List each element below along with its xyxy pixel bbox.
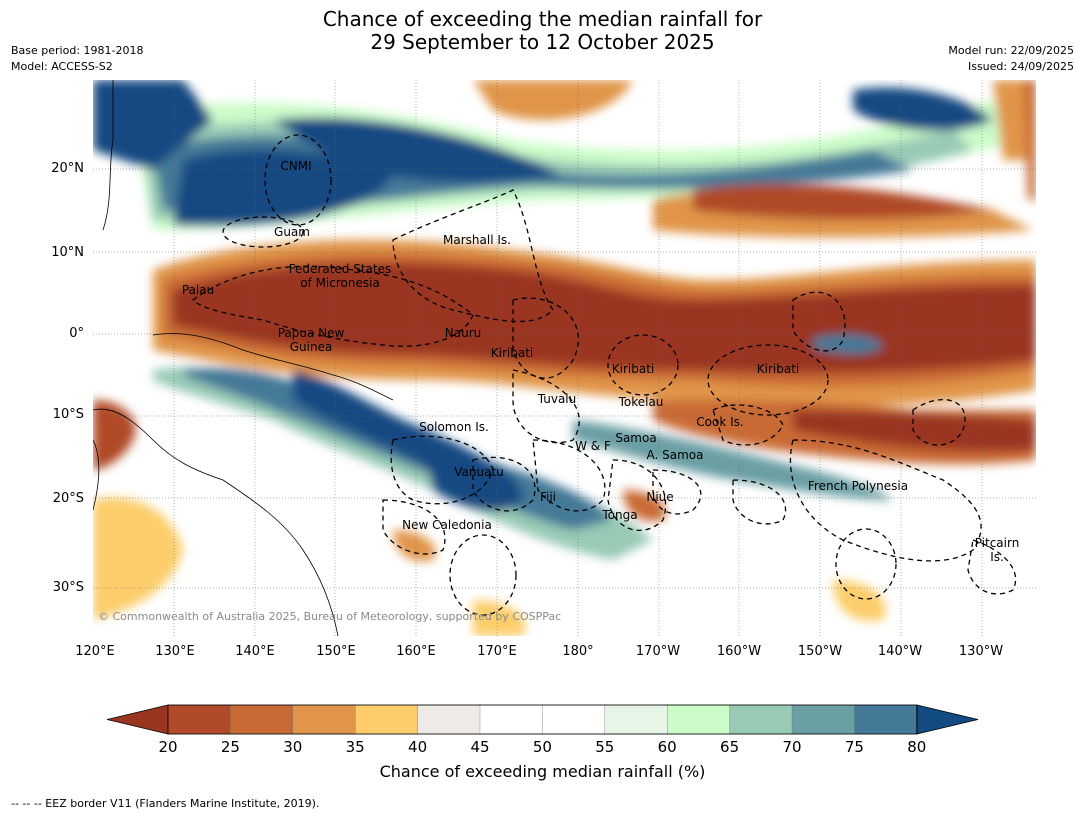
place-label-png: Papua New Guinea xyxy=(278,326,345,354)
colorbar-tick-label: 40 xyxy=(408,738,428,756)
pitcairn-line-1: Pitcairn xyxy=(974,536,1020,550)
colorbar-tick-label: 60 xyxy=(657,738,677,756)
colorbar-tick-label: 45 xyxy=(470,738,490,756)
eez-footnote: -- -- -- EEZ border V11 (Flanders Marine… xyxy=(11,797,320,810)
colorbar-tick-label: 80 xyxy=(907,738,927,756)
lon-label-160w: 160°W xyxy=(716,644,762,659)
copyright-notice: © Commonwealth of Australia 2025, Bureau… xyxy=(98,610,562,623)
colorbar-cell xyxy=(417,704,481,735)
colorbar-cell xyxy=(604,704,668,735)
pitcairn-line-2: Is. xyxy=(990,550,1004,564)
lon-label-160e: 160°E xyxy=(396,644,436,659)
colorbar-cell xyxy=(542,704,606,735)
issued-date: Issued: 24/09/2025 xyxy=(967,60,1074,73)
colorbar-tick-label: 65 xyxy=(720,738,740,756)
place-label-tokelau: Tokelau xyxy=(618,395,664,409)
lon-label-120e: 120°E xyxy=(75,644,115,659)
place-label-wallis-futuna: W & F xyxy=(575,439,611,453)
rainfall-field xyxy=(93,80,1036,636)
lat-label-0: 0° xyxy=(69,326,84,341)
colorbar-cell xyxy=(729,704,793,735)
map-title: Chance of exceeding the median rainfall … xyxy=(0,8,1085,54)
colorbar-cells xyxy=(107,704,979,735)
colorbar-cell xyxy=(667,704,731,735)
lon-label-150w: 150°W xyxy=(797,644,843,659)
colorbar-title: Chance of exceeding median rainfall (%) xyxy=(379,762,706,781)
colorbar-cell xyxy=(854,704,918,735)
place-label-cnmi: CNMI xyxy=(280,159,312,173)
eez-borders xyxy=(192,134,1017,616)
colorbar-cell xyxy=(479,704,544,735)
place-label-guam: Guam xyxy=(274,225,310,239)
lon-label-140e: 140°E xyxy=(235,644,275,659)
colorbar-tick-label: 75 xyxy=(844,738,864,756)
place-label-french-polynesia: French Polynesia xyxy=(807,479,909,493)
colorbar-tick-label: 55 xyxy=(595,738,615,756)
colorbar-tick-label: 35 xyxy=(345,738,365,756)
title-line-2: 29 September to 12 October 2025 xyxy=(370,30,715,54)
colorbar xyxy=(107,704,979,735)
colorbar-cell xyxy=(230,704,294,735)
place-label-palau: Palau xyxy=(181,283,215,297)
place-label-fsm: Federated States of Micronesia xyxy=(289,262,391,290)
colorbar-tick-label: 30 xyxy=(283,738,303,756)
place-label-fiji: Fiji xyxy=(539,490,557,504)
lat-label-10n: 10°N xyxy=(51,245,84,260)
place-label-kiribati-west: Kiribati xyxy=(490,346,534,360)
place-label-tuvalu: Tuvalu xyxy=(537,392,577,406)
place-label-new-caledonia: New Caledonia xyxy=(402,518,492,532)
map-panel xyxy=(93,80,1036,636)
lat-label-30s: 30°S xyxy=(52,580,84,595)
base-period: Base period: 1981-2018 xyxy=(11,44,144,57)
place-label-vanuatu: Vanuatu xyxy=(454,465,504,479)
png-line-2: Guinea xyxy=(289,340,333,354)
lat-label-20s: 20°S xyxy=(52,491,84,506)
meta-left: Base period: 1981-2018 Model: ACCESS-S2 xyxy=(11,43,143,75)
coastlines xyxy=(93,80,394,636)
place-label-tonga: Tonga xyxy=(602,508,638,522)
model-run: Model run: 22/09/2025 xyxy=(948,44,1074,57)
graticule xyxy=(93,80,1036,636)
place-label-marshall: Marshall Is. xyxy=(443,233,511,247)
place-label-kiribati-central: Kiribati xyxy=(611,362,655,376)
colorbar-cell xyxy=(354,704,419,735)
place-label-american-samoa: A. Samoa xyxy=(646,448,704,462)
lon-label-130w: 130°W xyxy=(958,644,1004,659)
colorbar-cell xyxy=(791,704,856,735)
colorbar-outline xyxy=(167,704,918,735)
fsm-line-2: of Micronesia xyxy=(300,276,380,290)
colorbar-tick-label: 25 xyxy=(220,738,240,756)
colorbar-tick-label: 50 xyxy=(532,738,552,756)
fsm-line-1: Federated States xyxy=(288,262,392,276)
place-label-solomon: Solomon Is. xyxy=(419,420,489,434)
place-label-samoa: Samoa xyxy=(615,431,657,445)
lon-label-170e: 170°E xyxy=(477,644,517,659)
model-name: Model: ACCESS-S2 xyxy=(11,60,113,73)
place-label-niue: Niue xyxy=(646,490,674,504)
place-label-nauru: Nauru xyxy=(444,326,482,340)
colorbar-extend-low xyxy=(107,704,169,735)
place-label-cook: Cook Is. xyxy=(696,415,744,429)
place-label-pitcairn: Pitcairn Is. xyxy=(975,536,1020,564)
lon-label-150e: 150°E xyxy=(316,644,356,659)
colorbar-extend-high xyxy=(916,704,979,735)
png-line-1: Papua New xyxy=(277,326,345,340)
colorbar-cell xyxy=(167,704,232,735)
rainfall-map xyxy=(93,80,1036,636)
colorbar-tick-label: 20 xyxy=(158,738,178,756)
lon-label-170w: 170°W xyxy=(635,644,681,659)
lon-label-140w: 140°W xyxy=(877,644,923,659)
lon-label-130e: 130°E xyxy=(155,644,195,659)
lon-label-180: 180° xyxy=(562,644,594,659)
colorbar-tick-label: 70 xyxy=(782,738,802,756)
lat-label-10s: 10°S xyxy=(52,407,84,422)
meta-right: Model run: 22/09/2025 Issued: 24/09/2025 xyxy=(948,43,1074,75)
colorbar-cell xyxy=(292,704,356,735)
place-label-kiribati-east: Kiribati xyxy=(756,362,800,376)
lat-label-20n: 20°N xyxy=(51,161,84,176)
title-line-1: Chance of exceeding the median rainfall … xyxy=(322,7,763,31)
